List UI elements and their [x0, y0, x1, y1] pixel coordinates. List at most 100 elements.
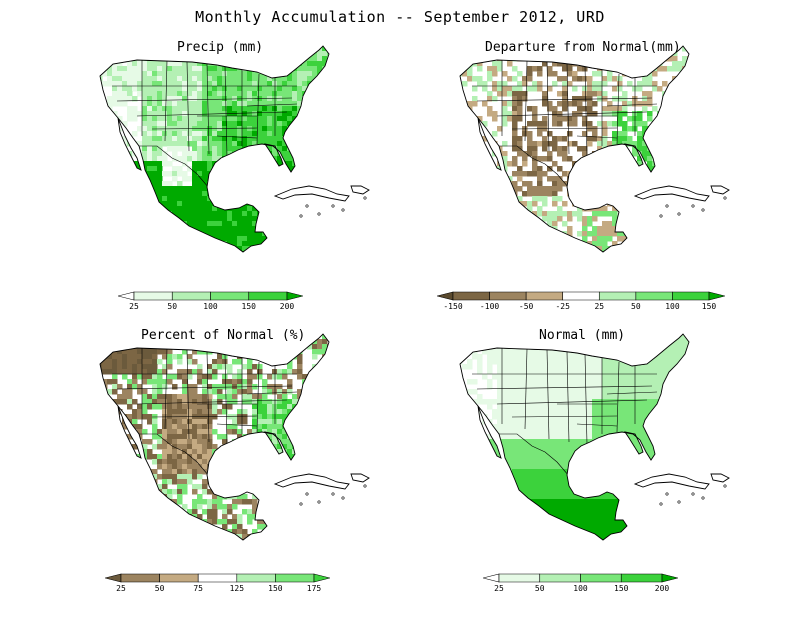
colorbar-label: 200: [279, 302, 295, 311]
normal-panel: Normal (mm): [455, 328, 800, 632]
colorbar-label: -50: [518, 302, 534, 311]
colorbar-swatch: [236, 573, 276, 583]
coastline: [624, 431, 644, 455]
colorbar-label: 150: [614, 584, 629, 593]
normal-panel-title: Normal (mm): [539, 328, 626, 343]
colorbar-swatch: [498, 573, 541, 583]
coastline: [264, 431, 284, 455]
colorbar-label: 75: [193, 584, 204, 593]
colorbar-label: 175: [306, 584, 322, 593]
coastline: [117, 117, 142, 171]
island: [691, 204, 695, 208]
colorbar-swatch: [159, 573, 199, 583]
departure-map: [459, 45, 730, 253]
colorbar-label: 25: [129, 302, 139, 311]
colorbar-swatch: [248, 291, 288, 301]
coastline: [459, 333, 690, 541]
coastline: [273, 185, 350, 202]
coastline: [477, 117, 502, 171]
island: [723, 484, 727, 488]
normal-map: [459, 333, 730, 541]
colorbar-swatch: [525, 291, 564, 301]
island: [341, 208, 345, 212]
colorbar-swatch: [313, 573, 331, 583]
island: [665, 204, 669, 208]
coastline: [273, 473, 350, 490]
departure-panel: Departure from Normal(mm): [455, 40, 800, 344]
colorbar-label: 100: [573, 584, 588, 593]
colorbar-label: 25: [594, 302, 605, 311]
island: [677, 500, 681, 504]
island: [659, 214, 663, 218]
colorbar-swatch: [562, 291, 600, 301]
colorbar-label: 200: [654, 584, 670, 593]
coastline: [264, 143, 284, 167]
island: [723, 196, 727, 200]
colorbar-label: 50: [154, 584, 165, 593]
state-boundaries: [460, 59, 658, 189]
colorbar-swatch: [598, 291, 637, 301]
colorbar-swatches: [436, 291, 726, 301]
colorbar-swatches: [117, 291, 304, 301]
island: [701, 496, 705, 500]
colorbar-swatches: [104, 573, 331, 583]
colorbar-label: 100: [665, 302, 680, 311]
coastline: [117, 405, 142, 459]
island: [363, 196, 367, 200]
island: [317, 500, 321, 504]
colorbar-label: 150: [241, 302, 256, 311]
colorbar-label: -25: [555, 302, 570, 311]
colorbar-swatch: [489, 291, 527, 301]
colorbar-swatch: [436, 291, 454, 301]
colorbar-label: 25: [494, 584, 504, 593]
colorbar-label: 50: [534, 584, 545, 593]
percent-colorbar: 25 50 75 125 150 175: [104, 570, 331, 598]
coastline: [99, 45, 330, 253]
colorbar-swatch: [104, 573, 122, 583]
island: [659, 502, 663, 506]
colorbar-label: 25: [116, 584, 126, 593]
coastline: [633, 185, 710, 202]
island: [701, 208, 705, 212]
island: [363, 484, 367, 488]
colorbar-swatch: [120, 573, 160, 583]
colorbar-swatch: [620, 573, 663, 583]
colorbar-swatch: [275, 573, 315, 583]
normal-colorbar: 25 50 100 150 200: [482, 570, 679, 598]
percent-map: [99, 333, 370, 541]
colorbar-swatch: [539, 573, 581, 583]
colorbar-swatch: [452, 291, 490, 301]
coastline: [477, 405, 502, 459]
departure-panel-title: Departure from Normal(mm): [485, 40, 681, 55]
coastline: [624, 143, 644, 167]
colorbar-swatch: [133, 291, 173, 301]
colorbar-swatch: [117, 291, 135, 301]
colorbar-swatch: [171, 291, 211, 301]
colorbar-label: 50: [167, 302, 178, 311]
colorbar-swatch: [286, 291, 304, 301]
island: [677, 212, 681, 216]
coastline: [459, 45, 690, 253]
island: [317, 212, 321, 216]
colorbar-label: 125: [229, 584, 245, 593]
colorbar-swatch: [210, 291, 250, 301]
coastline: [99, 333, 330, 541]
island: [305, 204, 309, 208]
departure-colorbar: -150 -100 -50 -25 25 50 100 150: [436, 288, 726, 316]
colorbar-swatch: [635, 291, 673, 301]
precip-colorbar: 25 50 100 150 200: [117, 288, 304, 316]
island: [305, 492, 309, 496]
colorbar-label: 150: [701, 302, 717, 311]
colorbar-swatch: [672, 291, 710, 301]
island: [299, 214, 303, 218]
main-title: Monthly Accumulation -- September 2012, …: [195, 8, 605, 26]
precip-map: [99, 45, 370, 253]
colorbar-label: 50: [631, 302, 641, 311]
colorbar-swatch: [580, 573, 622, 583]
island: [341, 496, 345, 500]
coastline: [350, 473, 370, 483]
precip-panel: Precip (mm): [95, 40, 485, 344]
percent-panel: Percent of Normal (%): [95, 328, 485, 632]
coastline: [350, 185, 370, 195]
coastline: [633, 473, 710, 490]
